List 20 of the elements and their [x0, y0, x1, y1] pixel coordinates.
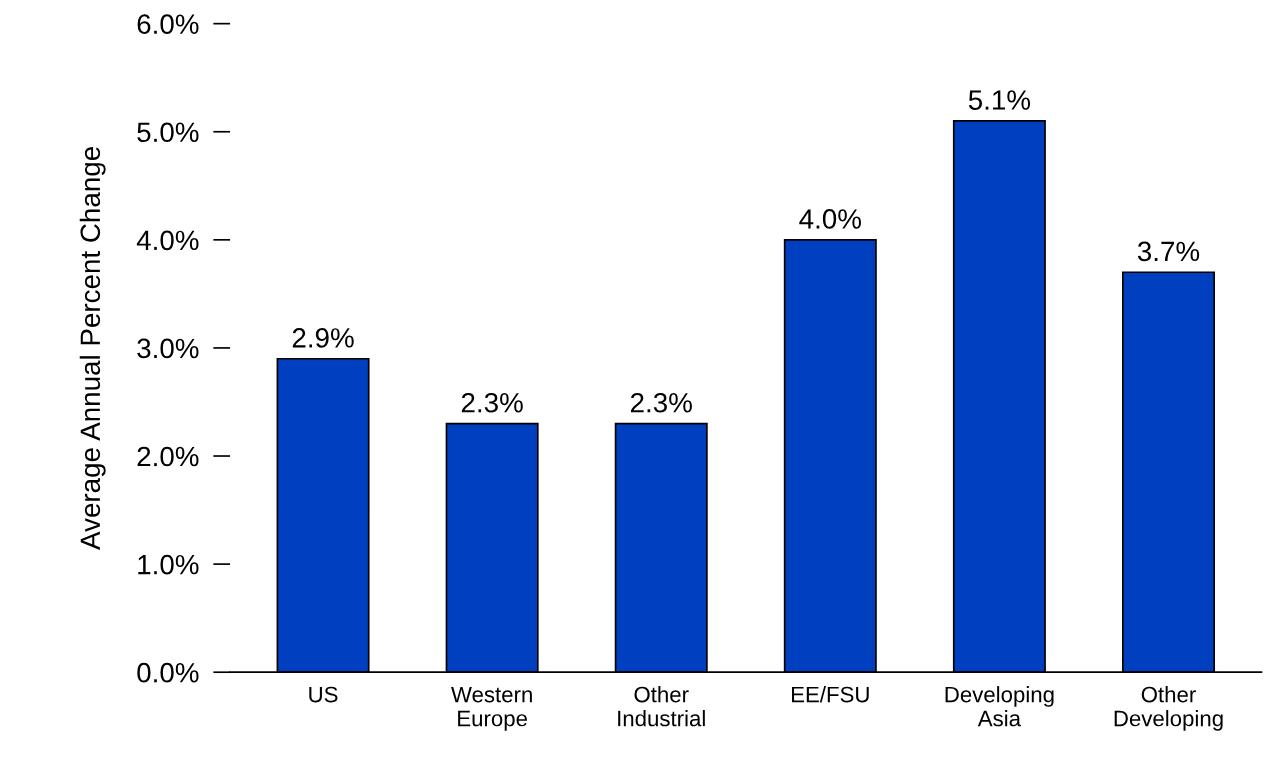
x-tick-label: Other Developing	[1114, 686, 1223, 731]
y-tick-label: 0.0%	[137, 662, 199, 683]
y-axis-title: Average Annual Percent Change	[79, 147, 106, 550]
y-tick-label: 5.0%	[137, 122, 199, 143]
data-label: 5.1%	[968, 90, 1031, 110]
x-tick-label: EE/FSU	[791, 686, 869, 703]
x-tick-label: US	[309, 686, 338, 703]
data-label: 3.7%	[1137, 241, 1200, 262]
data-label: 2.9%	[292, 328, 354, 348]
data-label: 2.3%	[630, 392, 692, 413]
x-tick-label: Other Industrial	[618, 686, 705, 727]
y-tick-label: 3.0%	[137, 338, 199, 359]
y-tick-label: 2.0%	[137, 446, 199, 467]
data-label: 4.0%	[799, 209, 861, 229]
x-tick-label: Developing Asia	[945, 686, 1054, 727]
y-tick-label: 6.0%	[137, 14, 199, 34]
y-tick-label: 1.0%	[138, 554, 199, 575]
y-tick-label: 4.0%	[136, 230, 199, 251]
data-label: 2.3%	[461, 392, 523, 413]
x-tick-label: Western Europe	[451, 686, 532, 731]
